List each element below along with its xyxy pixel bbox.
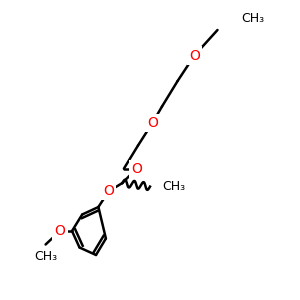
- Text: O: O: [147, 116, 158, 130]
- Text: CH₃: CH₃: [34, 250, 57, 263]
- Text: CH₃: CH₃: [242, 12, 265, 25]
- Text: O: O: [103, 184, 114, 198]
- Text: O: O: [131, 162, 142, 176]
- Text: CH₃: CH₃: [162, 180, 185, 193]
- Text: O: O: [55, 224, 65, 238]
- Text: O: O: [189, 49, 200, 62]
